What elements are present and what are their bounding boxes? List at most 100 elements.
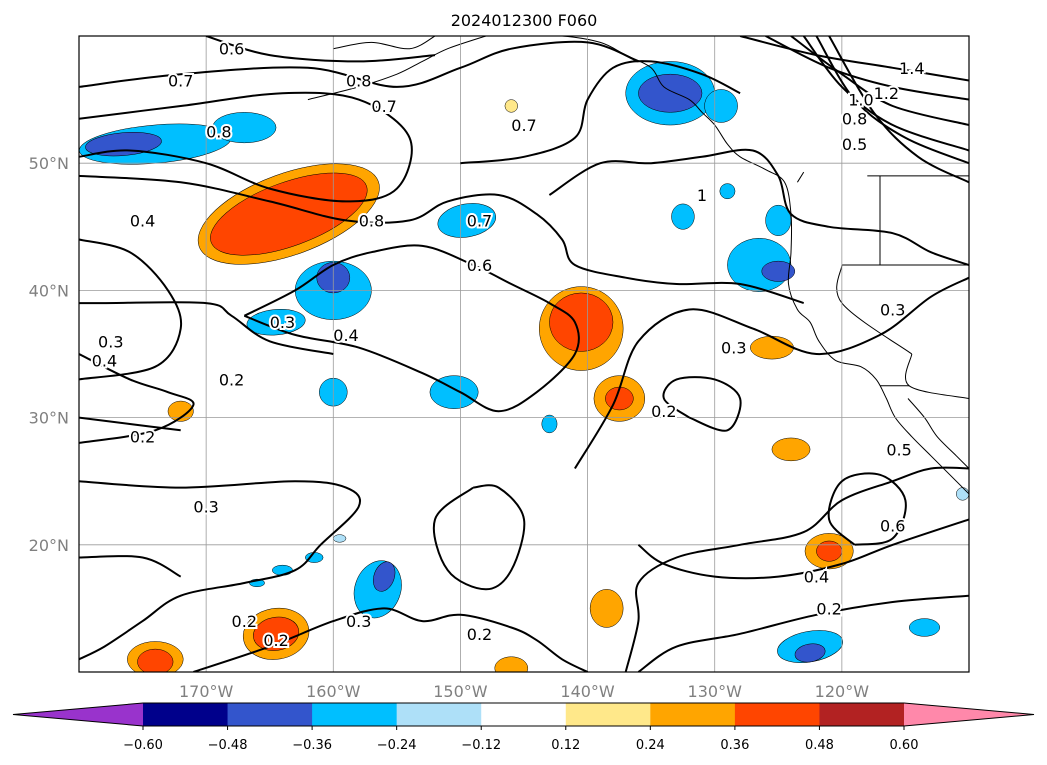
contour-line	[79, 416, 181, 432]
colorbar-tick-label: −0.36	[292, 738, 332, 753]
anomaly-patch	[549, 292, 614, 352]
anomaly-patch	[246, 309, 306, 336]
colorbar-segment	[650, 703, 736, 726]
contour-value-label: 0.5	[886, 440, 911, 459]
contour-line	[802, 36, 969, 152]
contour-value-label: 0.3	[193, 498, 218, 517]
anomaly-patch	[761, 260, 796, 282]
colorbar-extend-low	[13, 703, 143, 726]
contour-value-label: 0.4	[804, 568, 829, 587]
anomaly-patch	[541, 414, 558, 434]
latitude-tick-label: 30°N	[29, 409, 69, 428]
contour-value-label: 0.7	[511, 116, 536, 135]
anomaly-patch	[771, 437, 811, 462]
contour-value-label: 0.4	[92, 351, 117, 370]
contour-line	[79, 301, 334, 355]
graticule-layer	[79, 36, 969, 672]
colorbar-tick-label: −0.48	[208, 738, 248, 753]
contour-value-label: 0.8	[359, 211, 384, 230]
longitude-tick-label: 130°W	[688, 682, 743, 701]
contour-line	[827, 472, 907, 546]
contour-line	[637, 594, 969, 672]
contour-value-label: 0.2	[263, 631, 288, 650]
contour-line	[662, 376, 742, 432]
anomaly-fill-layer	[79, 61, 969, 672]
contour-value-label: 1.4	[899, 59, 924, 78]
colorbar: −0.60 −0.48 −0.36 −0.24 −0.12 0.12 0.24 0.36 0.4…	[12, 702, 1035, 753]
colorbar-segment	[143, 703, 229, 726]
contour-line	[460, 60, 741, 165]
contour-value-label: 1	[697, 186, 707, 205]
colorbar-segment	[734, 703, 820, 726]
coastline-layer	[307, 36, 969, 495]
colorbar-segment	[396, 703, 482, 726]
contour-line	[79, 40, 639, 88]
contour-value-label: 1.2	[874, 84, 899, 103]
coastline	[307, 36, 487, 101]
anomaly-patch	[333, 534, 347, 543]
colorbar-tick-label: 0.60	[890, 738, 919, 753]
longitude-tick-label: 150°W	[433, 682, 488, 701]
anomaly-patch	[671, 203, 695, 230]
contour-line	[637, 518, 969, 580]
anomaly-patch	[908, 618, 941, 637]
latitude-tick-label: 50°N	[29, 154, 69, 173]
anomaly-patch	[504, 99, 518, 113]
contour-value-label: 0.7	[168, 72, 193, 91]
anomaly-patch	[638, 73, 703, 113]
longitude-tick-label: 120°W	[815, 682, 870, 701]
contour-value-label: 0.2	[219, 370, 244, 389]
contour-value-label: 0.2	[130, 428, 155, 447]
colorbar-segment	[227, 703, 313, 726]
anomaly-patch	[137, 648, 174, 672]
colorbar-segment	[565, 703, 651, 726]
contour-value-label: 0.6	[880, 517, 905, 536]
latitude-tick-label: 20°N	[29, 536, 69, 555]
contour-line	[790, 36, 969, 126]
colorbar-segment	[312, 703, 398, 726]
colorbar-tick-label: 0.24	[636, 738, 665, 753]
contour-value-label: 0.3	[98, 332, 123, 351]
colorbar-segment	[819, 703, 905, 726]
coastline	[524, 36, 969, 495]
anomaly-patch	[589, 589, 624, 628]
contour-value-label: 0.2	[232, 612, 257, 631]
contour-label-layer: 0.60.7 0.80.70.8 0.71.41.21.00.80.50.4 0.8 0…	[90, 38, 927, 652]
anomaly-patch	[253, 616, 300, 651]
anomaly-patch	[373, 561, 396, 592]
coastline	[907, 398, 969, 469]
anomaly-patch	[437, 203, 496, 238]
anomaly-patch	[167, 400, 194, 422]
anomaly-patch	[719, 183, 736, 200]
contour-line	[828, 36, 969, 184]
contour-line	[79, 555, 182, 578]
contour-line	[205, 36, 436, 63]
contour-value-label: 0.2	[651, 402, 676, 421]
contour-line	[79, 91, 413, 203]
contour-line	[574, 276, 969, 470]
contour-value-label: 0.6	[219, 40, 244, 59]
colorbar-tick-label: −0.60	[123, 738, 163, 753]
colorbar-tick-label: 0.48	[805, 738, 834, 753]
contour-value-label: 0.4	[130, 211, 155, 230]
contour-line	[79, 174, 804, 305]
contour-line	[79, 238, 183, 381]
contour-value-label: 0.2	[816, 599, 841, 618]
contour-value-label: 0.3	[880, 300, 905, 319]
contour-line	[79, 353, 195, 444]
contour-value-label: 0.4	[333, 326, 358, 345]
contour-line	[432, 484, 526, 591]
longitude-tick-label: 140°W	[560, 682, 615, 701]
contour-value-label: 0.3	[346, 612, 371, 631]
contour-value-label: 0.3	[270, 313, 295, 332]
contour-value-label: 0.8	[206, 122, 231, 141]
contour-value-label: 0.8	[842, 110, 867, 129]
longitude-tick-label: 160°W	[306, 682, 361, 701]
latitude-tick-label: 40°N	[29, 281, 69, 300]
contour-line	[548, 148, 969, 266]
contour-value-label: 0.5	[842, 135, 867, 154]
contour-layer	[79, 36, 969, 672]
colorbar-tick-label: 0.12	[551, 738, 580, 753]
anomaly-patch	[85, 131, 162, 157]
